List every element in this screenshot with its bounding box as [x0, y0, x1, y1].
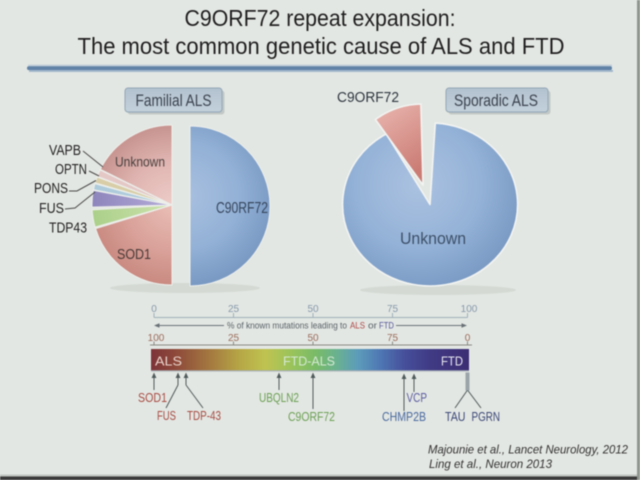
svg-text:75: 75 — [387, 304, 399, 315]
svg-text:Majounie et al., Lancet Neurol: Majounie et al., Lancet Neurology, 2012 — [428, 443, 628, 457]
svg-text:C90RF72: C90RF72 — [216, 200, 268, 217]
svg-text:or: or — [368, 321, 377, 331]
svg-text:25: 25 — [228, 333, 240, 344]
svg-text:50: 50 — [307, 304, 319, 315]
svg-text:ALS: ALS — [155, 354, 182, 369]
svg-text:C9ORF72: C9ORF72 — [288, 410, 335, 424]
svg-text:SOD1: SOD1 — [117, 246, 151, 263]
svg-text:Ling et al., Neuron 2013: Ling et al., Neuron 2013 — [429, 457, 552, 471]
svg-text:C9ORF72: C9ORF72 — [337, 89, 399, 106]
svg-text:50: 50 — [307, 333, 319, 344]
svg-text:PGRN: PGRN — [472, 410, 501, 424]
svg-text:TAU: TAU — [445, 410, 466, 424]
svg-text:TDP-43: TDP-43 — [187, 409, 221, 423]
svg-text:VCP: VCP — [407, 391, 428, 405]
svg-text:C9ORF72 repeat expansion:: C9ORF72 repeat expansion: — [185, 5, 456, 31]
svg-text:0: 0 — [151, 304, 157, 315]
svg-text:Unknown: Unknown — [115, 154, 165, 170]
svg-text:FTD: FTD — [379, 321, 394, 331]
svg-text:75: 75 — [387, 333, 399, 344]
svg-text:SOD1: SOD1 — [138, 391, 167, 405]
svg-text:Sporadic ALS: Sporadic ALS — [454, 91, 538, 110]
svg-text:0: 0 — [465, 333, 471, 344]
svg-text:TDP43: TDP43 — [49, 220, 87, 237]
svg-text:PONS: PONS — [34, 180, 68, 197]
svg-text:The most common genetic cause: The most common genetic cause of ALS and… — [78, 33, 565, 59]
svg-text:100: 100 — [461, 304, 478, 315]
svg-text:CHMP2B: CHMP2B — [382, 410, 426, 424]
svg-text:Unknown: Unknown — [400, 229, 466, 248]
svg-text:25: 25 — [228, 304, 240, 315]
svg-text:UBQLN2: UBQLN2 — [259, 391, 299, 405]
svg-text:% of known mutations leading t: % of known mutations leading to — [227, 321, 347, 331]
svg-text:FUS: FUS — [157, 409, 176, 423]
svg-text:FTD: FTD — [441, 354, 463, 369]
svg-text:ALS: ALS — [350, 321, 365, 331]
svg-text:OPTN: OPTN — [55, 161, 87, 178]
svg-text:100: 100 — [148, 333, 165, 344]
svg-text:Familial ALS: Familial ALS — [136, 91, 212, 110]
svg-text:FTD-ALS: FTD-ALS — [283, 354, 335, 369]
svg-text:FUS: FUS — [39, 200, 64, 217]
svg-text:VAPB: VAPB — [49, 142, 81, 159]
